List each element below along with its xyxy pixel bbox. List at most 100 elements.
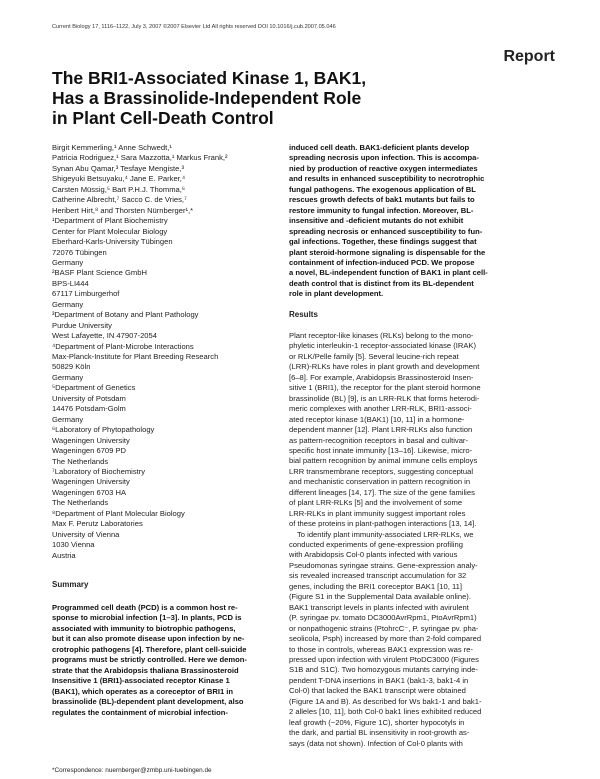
- body-line: S1B and S1C). Two homozygous mutants car…: [289, 665, 478, 675]
- body-line: sitive 1 (BRI1), the receptor for the pl…: [289, 383, 481, 393]
- affiliation-line: BPS-LI444: [52, 278, 89, 288]
- affiliation-line: ³Department of Botany and Plant Patholog…: [52, 310, 199, 320]
- affiliation-line: ⁵Department of Genetics: [52, 383, 136, 393]
- summary-line: Programmed cell death (PCD) is a common …: [52, 603, 238, 612]
- body-line: specific host innate immunity [13–16]. L…: [289, 445, 473, 455]
- body-line: (Figure 1A and B). As described for Ws b…: [289, 696, 482, 706]
- affiliation-line: West Lafayette, IN 47907-2054: [52, 331, 157, 341]
- author-line: Patricia Rodriguez,¹ Sara Mazzotta,¹ Mar…: [52, 153, 228, 163]
- body-line: (LRR)-RLKs have roles in plant growth an…: [289, 362, 480, 372]
- affiliation-line: ⁶Laboratory of Phytopathology: [52, 425, 155, 435]
- affiliation-line: The Netherlands: [52, 498, 109, 508]
- summary-line: role in plant development.: [289, 289, 384, 299]
- summary-line: crotrophic pathogens [4]. Therefore, pla…: [52, 644, 247, 654]
- affiliation-line: ⁷Laboratory of Biochemistry: [52, 466, 146, 476]
- summary-line: gal infections. Together, these findings…: [289, 237, 477, 247]
- body-line: sis revealed increased transcript accumu…: [289, 571, 467, 581]
- affiliation-line: ¹Department of Plant Biochemistry: [52, 216, 168, 226]
- summary-line: spreading necrosis or enhanced susceptib…: [289, 226, 483, 236]
- body-line: the dark, and partial BL insensitivity i…: [289, 728, 470, 738]
- body-line: (Figure S1 in the Supplemental Data avai…: [289, 592, 471, 602]
- affiliation-line: Center for Plant Molecular Biology: [52, 226, 168, 236]
- summary-line: plant steroid-hormone signaling is dispe…: [289, 247, 486, 257]
- author-line: Catherine Albrecht,⁷ Sacco C. de Vries,⁷: [52, 195, 187, 205]
- body-line: of plant LRR-RLKs [5] and the involvemen…: [289, 498, 463, 508]
- affiliation-line: The Netherlands: [52, 456, 109, 466]
- body-line: genes, including the BRI1 coreceptor BAK…: [289, 581, 462, 591]
- author-line: Birgit Kemmerling,¹ Anne Schwedt,¹: [52, 143, 172, 152]
- body-line: LRR-RLKs in plant immunity suggest impor…: [289, 508, 466, 518]
- body-line: or nonpathogenic strains (PtohrcC⁻, P. s…: [289, 623, 479, 633]
- affiliation-line: Purdue University: [52, 320, 112, 330]
- section-heading: Summary: [52, 580, 89, 589]
- body-line: to those in controls, whereas BAK1 expre…: [289, 644, 474, 654]
- author-line: Synan Abu Qamar,³ Tesfaye Mengiste,³: [52, 163, 184, 173]
- summary-line: associated with immunity to biotrophic p…: [52, 623, 236, 633]
- affiliation-line: Eberhard-Karls-University Tübingen: [52, 237, 173, 247]
- body-line: Plant receptor-like kinases (RLKs) belon…: [289, 331, 474, 340]
- body-line: brassinolide (BL) [9], is an LRR-RLK tha…: [289, 393, 480, 403]
- body-line: pressed upon infection with virulent Pto…: [289, 654, 479, 664]
- affiliation-line: ²BASF Plant Science GmbH: [52, 268, 147, 278]
- affiliation-line: Max-Planck-Institute for Plant Breeding …: [52, 352, 219, 361]
- summary-line: sponse to microbial infection [1–3]. In …: [52, 613, 242, 623]
- summary-line: brassinolide (BL)-dependent plant develo…: [52, 697, 244, 707]
- body-line: Col-0) that lacked the BAK1 transcript w…: [289, 686, 466, 696]
- affiliation-line: Germany: [52, 257, 84, 267]
- summary-line: restore immunity to fungal infection. Mo…: [289, 205, 474, 215]
- body-line: or RLK/Pelle family [5]. Several leucine…: [289, 351, 459, 361]
- summary-line: and results in enhanced susceptibility t…: [289, 174, 485, 184]
- affiliation-line: Austria: [52, 550, 76, 560]
- affiliation-line: Germany: [52, 414, 84, 424]
- footnote: *Correspondence: nuernberger@zmbp.uni-tu…: [52, 767, 212, 774]
- body-line: Pseudomonas syringae strains. Gene-expre…: [289, 560, 478, 570]
- body-line: as pattern-recognition receptors in basa…: [289, 435, 468, 445]
- affiliation-line: University of Potsdam: [52, 393, 126, 403]
- affiliation-line: Wageningen University: [52, 477, 130, 487]
- body-line: bial pattern recognition by animal immun…: [289, 456, 478, 466]
- affiliation-line: 72076 Tübingen: [52, 247, 107, 257]
- summary-line: programs must be strictly controlled. He…: [52, 655, 247, 665]
- summary-line: spreading necrosis upon infection. This …: [289, 153, 479, 163]
- body-line: dependent manner [12]. Plant LRR-RLKs al…: [289, 425, 473, 435]
- summary-line: containment of infection-induced PCD. We…: [289, 257, 475, 267]
- article-type: Report: [503, 48, 555, 65]
- body-line: conducted experiments of gene-expression…: [289, 540, 463, 549]
- body-line: seolicola, Psph) increased by more than …: [289, 634, 482, 644]
- affiliation-line: University of Vienna: [52, 529, 120, 539]
- body-line: [6–8]. For example, Arabidopsis Brassino…: [289, 372, 474, 382]
- body-line: BAK1 transcript levels in plants infecte…: [289, 602, 469, 612]
- affiliation-line: Max F. Perutz Laboratories: [52, 519, 143, 529]
- body-line: To identify plant immunity-associated LR…: [297, 529, 474, 539]
- summary-line: Insensitive 1 (BRI1)-associated receptor…: [52, 676, 230, 686]
- body-line: pendent T-DNA insertions in BAK1 (bak1-3…: [289, 675, 469, 685]
- body-line: leaf growth (~20%, Figure 1C), shorter h…: [289, 717, 465, 727]
- body-line: LRR transmembrane receptors, suggesting …: [289, 466, 474, 476]
- affiliation-line: Germany: [52, 372, 84, 382]
- affiliation-line: Wageningen 6703 HA: [52, 487, 127, 497]
- affiliation-line: 67117 Limburgerhof: [52, 289, 120, 299]
- author-line: Carsten Müssig,⁵ Bart P.H.J. Thomma,⁶: [52, 184, 186, 194]
- affiliation-line: 1030 Vienna: [52, 540, 95, 550]
- affiliation-line: 50829 Köln: [52, 362, 91, 372]
- summary-line: nied by production of reactive oxygen in…: [289, 163, 478, 173]
- body-line: with Arabidopsis Col-0 plants infected w…: [289, 550, 458, 560]
- title-line: The BRI1-Associated Kinase 1, BAK1,: [52, 68, 367, 88]
- summary-line: death control that is distinct from its …: [289, 278, 474, 288]
- author-line: Heribert Hirt,⁸ and Thorsten Nürnberger¹…: [52, 205, 194, 215]
- summary-line: fungal pathogens. The exogenous applicat…: [289, 184, 476, 194]
- summary-line: insensitive and -deficient mutants do no…: [289, 216, 464, 226]
- title-line: Has a Brassinolide-Independent Role: [52, 88, 362, 108]
- body-line: 2 alleles [10, 11], both Col-0 bak1 line…: [289, 707, 482, 717]
- affiliation-line: Wageningen 6709 PD: [52, 446, 127, 456]
- summary-line: a novel, BL-independent function of BAK1…: [289, 268, 488, 278]
- affiliation-line: ⁴Department of Plant-Microbe Interaction…: [52, 341, 194, 351]
- affiliation-line: Germany: [52, 299, 84, 309]
- body-line: phyletic interleukin-1 receptor-associat…: [289, 341, 476, 351]
- summary-line: (BAK1), which operates as a coreceptor o…: [52, 686, 234, 696]
- body-line: and mechanistic conservation in pattern …: [289, 477, 471, 487]
- affiliation-line: ⁸Department of Plant Molecular Biology: [52, 508, 185, 518]
- summary-line: regulates the containment of microbial i…: [52, 707, 228, 717]
- body-line: meric complexes with another LRR-RLK, BR…: [289, 404, 472, 414]
